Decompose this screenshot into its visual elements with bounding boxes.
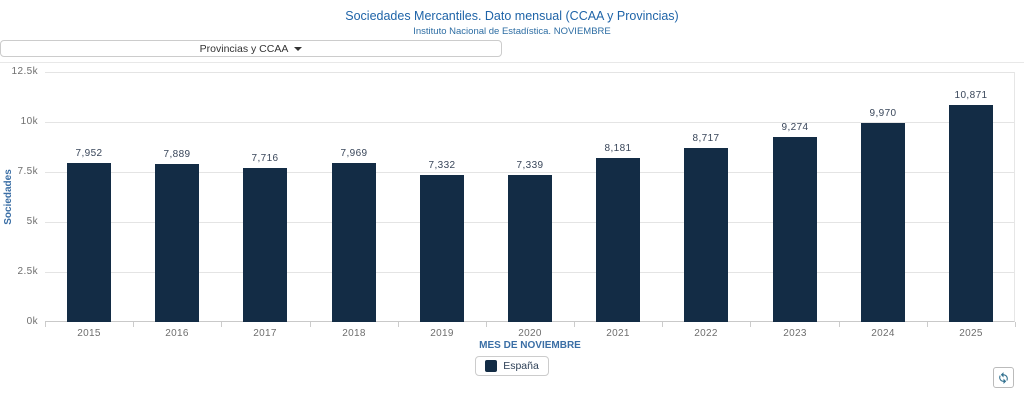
axis-tick — [398, 322, 399, 327]
axis-tick — [133, 322, 134, 327]
gridline — [45, 122, 1014, 123]
x-tick-label: 2018 — [342, 328, 366, 339]
axis-tick — [486, 322, 487, 327]
x-tick-label: 2020 — [518, 328, 542, 339]
bar-value-label: 8,717 — [692, 133, 720, 144]
refresh-button[interactable] — [993, 367, 1014, 388]
plot-area: 7,952 2015 7,889 2016 7,716 2017 7,969 2018 7,33… — [45, 72, 1016, 339]
y-tick-label: 7.5k — [17, 166, 38, 177]
chart-subtitle: Instituto Nacional de Estadística. NOVIE… — [413, 26, 611, 37]
axis-tick — [45, 322, 46, 327]
bar-value-label: 7,339 — [516, 160, 544, 171]
bar-2018[interactable] — [332, 163, 376, 322]
x-tick-label: 2015 — [77, 328, 101, 339]
x-tick-label: 2016 — [165, 328, 189, 339]
x-tick-label: 2017 — [253, 328, 277, 339]
legend-item-espana[interactable]: España — [475, 356, 549, 376]
y-axis-title: Sociedades — [3, 169, 14, 225]
bar-2015[interactable] — [67, 163, 111, 322]
axis-tick — [662, 322, 663, 327]
x-tick-label: 2024 — [871, 328, 895, 339]
x-tick-label: 2025 — [959, 328, 983, 339]
x-tick-label: 2022 — [694, 328, 718, 339]
gridline — [45, 172, 1014, 173]
y-axis-labels: 12.5k 10k 7.5k 5k 2.5k 0k — [0, 66, 40, 327]
legend: España — [0, 356, 1024, 376]
bar-value-label: 7,716 — [251, 153, 279, 164]
provinces-dropdown[interactable]: Provincias y CCAA — [0, 40, 502, 57]
bar-value-label: 10,871 — [954, 90, 988, 101]
divider — [0, 62, 1024, 63]
gridline — [45, 72, 1014, 73]
bar-value-label: 7,952 — [75, 148, 103, 159]
chevron-down-icon — [294, 46, 303, 51]
refresh-icon — [999, 372, 1008, 384]
bar-2021[interactable] — [596, 158, 640, 322]
bar-2025[interactable] — [949, 105, 993, 322]
y-tick-label: 12.5k — [11, 66, 38, 77]
bar-2016[interactable] — [155, 164, 199, 322]
axis-tick — [750, 322, 751, 327]
axis-tick — [927, 322, 928, 327]
y-tick-label: 0k — [26, 316, 38, 327]
axis-tick — [310, 322, 311, 327]
x-tick-label: 2021 — [606, 328, 630, 339]
bar-value-label: 9,970 — [869, 108, 897, 119]
provinces-dropdown-label: Provincias y CCAA — [199, 42, 289, 55]
x-tick-label: 2019 — [430, 328, 454, 339]
legend-label: España — [503, 360, 539, 372]
axis-tick — [839, 322, 840, 327]
bar-2019[interactable] — [420, 175, 464, 322]
bar-2023[interactable] — [773, 137, 817, 322]
bar-2022[interactable] — [684, 148, 728, 322]
legend-swatch — [485, 360, 498, 372]
bar-value-label: 9,274 — [781, 122, 809, 133]
y-tick-label: 10k — [20, 116, 38, 127]
x-tick-label: 2023 — [783, 328, 807, 339]
axis-tick — [221, 322, 222, 327]
chart-title: Sociedades Mercantiles. Dato mensual (CC… — [345, 9, 679, 23]
bar-2024[interactable] — [861, 123, 905, 322]
bar-value-label: 7,969 — [340, 148, 368, 159]
axis-tick — [1015, 322, 1016, 327]
bar-value-label: 7,332 — [428, 160, 456, 171]
y-tick-label: 2.5k — [17, 266, 38, 277]
bar-value-label: 7,889 — [163, 149, 191, 160]
y-tick-label: 5k — [26, 216, 38, 227]
bar-2020[interactable] — [508, 175, 552, 322]
x-axis-title: MES DE NOVIEMBRE — [479, 340, 581, 351]
bar-value-label: 8,181 — [604, 143, 632, 154]
bar-2017[interactable] — [243, 168, 287, 322]
axis-tick — [574, 322, 575, 327]
